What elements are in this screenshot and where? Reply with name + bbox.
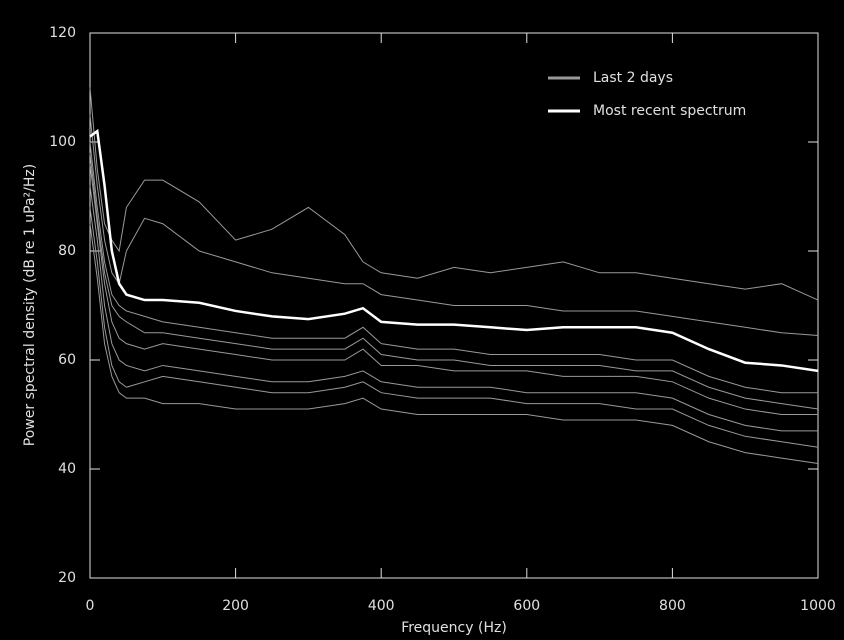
spectrum-line bbox=[89, 87, 819, 301]
x-tick-label: 200 bbox=[222, 598, 249, 614]
legend-label: Most recent spectrum bbox=[593, 103, 746, 119]
plot-frame bbox=[89, 32, 819, 579]
spectrum-line bbox=[89, 223, 819, 465]
y-tick-label: 60 bbox=[58, 352, 76, 368]
y-tick-label: 80 bbox=[58, 243, 76, 259]
spectrum-line bbox=[89, 152, 819, 410]
y-axis-label: Power spectral density (dB re 1 uPa²/Hz) bbox=[22, 164, 38, 446]
spectrum-line bbox=[89, 185, 818, 432]
y-tick-label: 100 bbox=[49, 134, 76, 150]
x-tick-label: 800 bbox=[659, 598, 686, 614]
x-tick-label: 1000 bbox=[800, 598, 836, 614]
x-tick-label: 0 bbox=[86, 598, 95, 614]
y-tick-label: 40 bbox=[58, 461, 76, 477]
spectrum-line bbox=[89, 128, 819, 373]
x-tick-label: 600 bbox=[513, 598, 540, 614]
y-tick-label: 120 bbox=[49, 25, 76, 41]
spectrum-line bbox=[89, 114, 819, 336]
spectrum-line bbox=[89, 207, 819, 448]
y-tick-label: 20 bbox=[58, 570, 76, 586]
x-tick-label: 400 bbox=[368, 598, 395, 614]
spectrum-line bbox=[89, 141, 818, 394]
legend-label: Last 2 days bbox=[593, 70, 673, 86]
spectrum-line bbox=[89, 163, 818, 415]
x-axis-label: Frequency (Hz) bbox=[401, 620, 507, 636]
